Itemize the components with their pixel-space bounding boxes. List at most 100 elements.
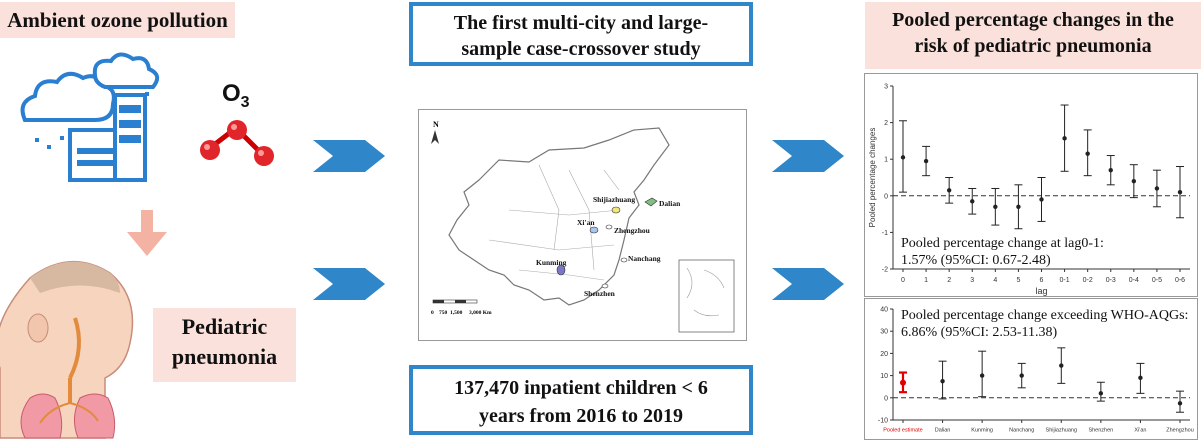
city-label-kunming: Kunming xyxy=(536,258,567,267)
x-tick-label: 0-2 xyxy=(1083,277,1093,284)
annotation-text: Pooled percentage change exceeding WHO-A… xyxy=(901,308,1188,323)
city-markers xyxy=(556,197,658,289)
annotation-text: 1.57% (95%CI: 0.67-2.48) xyxy=(901,253,1051,268)
y-tick-label: 20 xyxy=(880,351,888,358)
x-tick-label: Xi'an xyxy=(1134,428,1146,434)
city-label-shijiazhuang: Shijiazhuang xyxy=(593,195,635,204)
y-tick-label: 0 xyxy=(884,395,888,402)
china-map-panel: N Shijiazhuang Dalian Xi'an Zhengzhou xyxy=(418,109,747,341)
data-point xyxy=(993,204,998,209)
data-point xyxy=(1098,391,1104,396)
x-tick-label: 0-1 xyxy=(1060,277,1070,284)
chevron-arrow-icon xyxy=(772,140,844,172)
data-point xyxy=(1062,136,1067,141)
study-title-line2: sample case-crossover study xyxy=(461,38,701,60)
y-tick-label: 30 xyxy=(880,329,888,336)
factory-pollution-icon xyxy=(20,52,160,182)
north-label: N xyxy=(433,120,439,129)
sample-size-line1: 137,470 inpatient children < 6 xyxy=(454,377,708,399)
x-tick-label: 1 xyxy=(924,277,928,284)
data-point xyxy=(1177,401,1183,406)
data-point xyxy=(1039,197,1044,202)
x-tick-label: 0-6 xyxy=(1175,277,1185,284)
annotation-text: 6.86% (95%CI: 2.53-11.38) xyxy=(901,325,1058,340)
x-tick-label: Pooled estimate xyxy=(883,428,922,434)
y-tick-label: 1 xyxy=(884,157,888,164)
annotation-text: Pooled percentage change at lag0-1: xyxy=(901,236,1104,251)
study-title-box: The first multi-city and large- sample c… xyxy=(409,2,753,66)
city-label-nanchang: Nanchang xyxy=(628,254,661,263)
x-tick-label: Kunming xyxy=(971,428,993,434)
child-lungs-illustration xyxy=(0,261,134,439)
data-point xyxy=(979,373,985,378)
x-tick-label: 4 xyxy=(993,277,997,284)
x-tick-label: 0-5 xyxy=(1152,277,1162,284)
city-label-xian: Xi'an xyxy=(577,218,595,227)
down-arrow-icon xyxy=(127,210,167,256)
x-tick-label: Zhengzhou xyxy=(1166,428,1194,434)
x-tick-label: 5 xyxy=(1016,277,1020,284)
x-tick-label: 0-4 xyxy=(1129,277,1139,284)
province-borders xyxy=(488,164,620,281)
svg-text:0: 0 xyxy=(431,310,434,316)
y-tick-label: 0 xyxy=(884,193,888,200)
ozone-title-box: Ambient ozone pollution xyxy=(0,2,235,38)
city-effects-chart: -10 0 10 20 30 40 Pooled estimate Dalian Kunming… xyxy=(878,307,1194,434)
data-point xyxy=(1177,189,1183,195)
city-label-shenzhen: Shenzhen xyxy=(584,289,616,298)
x-tick-label: 0-3 xyxy=(1106,277,1116,284)
y-tick-label: 10 xyxy=(880,373,888,380)
results-title-line1: Pooled percentage changes in the xyxy=(892,9,1174,31)
x-axis-label: lag xyxy=(1035,286,1047,296)
data-point xyxy=(1059,363,1064,368)
ozone-title: Ambient ozone pollution xyxy=(7,8,228,32)
x-tick-label: 6 xyxy=(1040,277,1044,284)
data-point xyxy=(970,199,975,204)
y-tick-label: -10 xyxy=(878,418,888,425)
data-point xyxy=(1131,178,1137,184)
data-point xyxy=(923,158,929,164)
sample-size-box: 137,470 inpatient children < 6 years fro… xyxy=(409,365,753,435)
chevron-arrow-icon xyxy=(772,268,844,300)
data-point xyxy=(940,378,945,384)
data-point xyxy=(1154,186,1160,191)
scale-bar: 0 750 1,500 3,000 Km xyxy=(431,299,492,316)
x-tick-label: 0 xyxy=(901,277,905,284)
city-label-zhengzhou: Zhengzhou xyxy=(614,226,650,235)
city-chart-panel: -10 0 10 20 30 40 Pooled estimate Dalian Kunming… xyxy=(864,298,1198,440)
city-label-dalian: Dalian xyxy=(659,199,681,208)
china-outline xyxy=(448,127,670,306)
results-title-line2: risk of pediatric pneumonia xyxy=(914,35,1152,57)
x-tick-label: 2 xyxy=(947,277,951,284)
north-arrow-icon xyxy=(431,130,439,144)
x-tick-label: Dalian xyxy=(935,428,951,434)
data-point xyxy=(946,188,952,193)
data-point xyxy=(1108,167,1113,173)
y-axis-label: Pooled percentage changes xyxy=(868,128,877,228)
y-tick-label: -2 xyxy=(882,267,888,274)
data-point xyxy=(1138,375,1143,381)
x-tick-label: Nanchang xyxy=(1009,428,1034,434)
sample-size-line2: years from 2016 to 2019 xyxy=(478,405,684,427)
chevron-arrow-icon xyxy=(313,268,385,300)
lag-effects-chart: -2 -1 0 1 2 3 0 1 2 3 4 5 6 0-1 0-2 0-3 0-4 0-5 0-6 Pooled … xyxy=(868,84,1190,296)
y-tick-label: -1 xyxy=(882,230,888,237)
svg-text:1,500: 1,500 xyxy=(450,310,463,316)
y-tick-label: 2 xyxy=(884,120,888,127)
study-title-line1: The first multi-city and large- xyxy=(453,12,709,34)
pneumonia-label-box: Pediatric pneumonia xyxy=(153,308,296,382)
svg-text:3,000 Km: 3,000 Km xyxy=(469,310,492,316)
data-point xyxy=(900,155,906,160)
chevron-arrow-icon xyxy=(313,140,385,172)
o3-formula: O3 xyxy=(222,80,250,111)
x-tick-label: Shenzhen xyxy=(1088,428,1113,434)
results-title-box: Pooled percentage changes in the risk of… xyxy=(865,2,1201,69)
svg-text:750: 750 xyxy=(439,310,448,316)
pneumonia-label-line1: Pediatric xyxy=(181,314,268,339)
y-tick-label: 3 xyxy=(884,84,888,91)
data-point xyxy=(1016,204,1021,209)
data-point xyxy=(1019,373,1024,378)
lag-chart-panel: -2 -1 0 1 2 3 0 1 2 3 4 5 6 0-1 0-2 0-3 0-4 0-5 0-6 Pooled … xyxy=(864,73,1198,297)
pneumonia-label-line2: pneumonia xyxy=(171,344,278,369)
y-tick-label: 40 xyxy=(880,307,888,314)
